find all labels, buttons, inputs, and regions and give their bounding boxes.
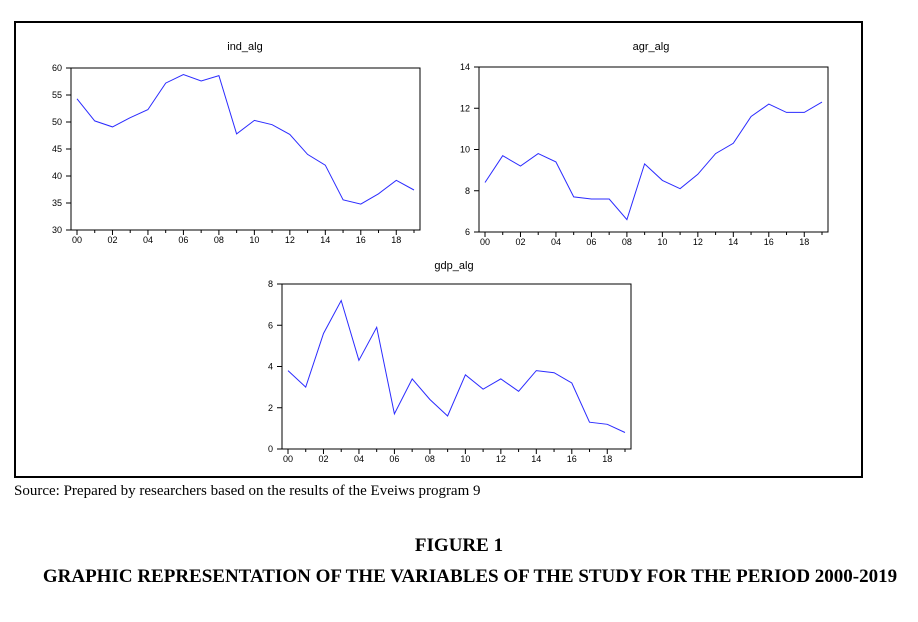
x-tick-label-ind-alg: 10	[249, 235, 259, 245]
y-tick-label-agr-alg: 12	[460, 103, 470, 113]
y-tick-label-gdp-alg: 4	[268, 362, 273, 372]
x-tick-label-agr-alg: 00	[480, 237, 490, 247]
chart-title-agr-alg: agr_alg	[633, 41, 670, 53]
y-tick-label-ind-alg: 60	[52, 63, 62, 73]
x-tick-label-agr-alg: 10	[657, 237, 667, 247]
y-tick-label-gdp-alg: 0	[268, 444, 273, 454]
plot-area-ind-alg	[70, 67, 421, 231]
y-tick-label-ind-alg: 35	[52, 198, 62, 208]
x-tick-label-gdp-alg: 04	[354, 454, 364, 464]
chart-title-ind-alg: ind_alg	[227, 41, 262, 53]
x-tick-label-ind-alg: 00	[72, 235, 82, 245]
figure-label: FIGURE 1	[414, 535, 504, 556]
x-tick-label-agr-alg: 06	[586, 237, 596, 247]
y-tick-label-gdp-alg: 8	[268, 279, 273, 289]
figure-caption: GRAPHIC REPRESENTATION OF THE VARIABLES …	[42, 566, 898, 587]
series-line-agr-alg	[484, 101, 823, 221]
x-tick-label-gdp-alg: 10	[460, 454, 470, 464]
chart-title-gdp-alg: gdp_alg	[434, 260, 473, 272]
x-tick-label-gdp-alg: 00	[283, 454, 293, 464]
x-tick-label-agr-alg: 02	[515, 237, 525, 247]
x-tick-label-ind-alg: 14	[320, 235, 330, 245]
y-tick-label-ind-alg: 50	[52, 117, 62, 127]
x-tick-label-ind-alg: 16	[356, 235, 366, 245]
y-tick-label-agr-alg: 14	[460, 62, 470, 72]
y-tick-label-gdp-alg: 2	[268, 403, 273, 413]
y-tick-label-agr-alg: 6	[465, 227, 470, 237]
x-tick-label-ind-alg: 06	[178, 235, 188, 245]
x-tick-label-agr-alg: 14	[728, 237, 738, 247]
y-tick-label-agr-alg: 8	[465, 186, 470, 196]
x-tick-label-agr-alg: 18	[799, 237, 809, 247]
source-note: Source: Prepared by researchers based on…	[14, 483, 481, 499]
x-tick-label-gdp-alg: 06	[389, 454, 399, 464]
y-tick-label-ind-alg: 45	[52, 144, 62, 154]
y-tick-label-ind-alg: 40	[52, 171, 62, 181]
plot-area-agr-alg	[478, 66, 829, 233]
chart-agr-alg: agr_alg 6 8 10 12 14 00 02 04 06 08 10 12 14 16 18	[460, 41, 829, 247]
plot-area-gdp-alg	[281, 283, 632, 450]
x-tick-label-agr-alg: 08	[622, 237, 632, 247]
x-tick-label-ind-alg: 18	[391, 235, 401, 245]
y-tick-label-gdp-alg: 6	[268, 320, 273, 330]
x-tick-label-agr-alg: 12	[693, 237, 703, 247]
x-tick-label-ind-alg: 02	[107, 235, 117, 245]
x-tick-label-gdp-alg: 16	[567, 454, 577, 464]
x-tick-label-gdp-alg: 08	[425, 454, 435, 464]
series-line-gdp-alg	[287, 299, 626, 433]
x-tick-label-gdp-alg: 18	[602, 454, 612, 464]
y-tick-label-ind-alg: 30	[52, 225, 62, 235]
x-tick-label-agr-alg: 16	[764, 237, 774, 247]
figure-frame	[14, 21, 863, 478]
x-tick-label-ind-alg: 12	[285, 235, 295, 245]
x-tick-label-ind-alg: 08	[214, 235, 224, 245]
x-tick-label-ind-alg: 04	[143, 235, 153, 245]
x-tick-label-gdp-alg: 12	[496, 454, 506, 464]
y-tick-label-agr-alg: 10	[460, 145, 470, 155]
series-line-ind-alg	[76, 73, 415, 205]
y-tick-label-ind-alg: 55	[52, 90, 62, 100]
x-tick-label-gdp-alg: 14	[531, 454, 541, 464]
chart-ind-alg: ind_alg 30 35 40 45 50 55 60 00 02 04 06 08 10 12 14 16 1…	[52, 41, 421, 245]
x-tick-label-agr-alg: 04	[551, 237, 561, 247]
x-tick-label-gdp-alg: 02	[318, 454, 328, 464]
